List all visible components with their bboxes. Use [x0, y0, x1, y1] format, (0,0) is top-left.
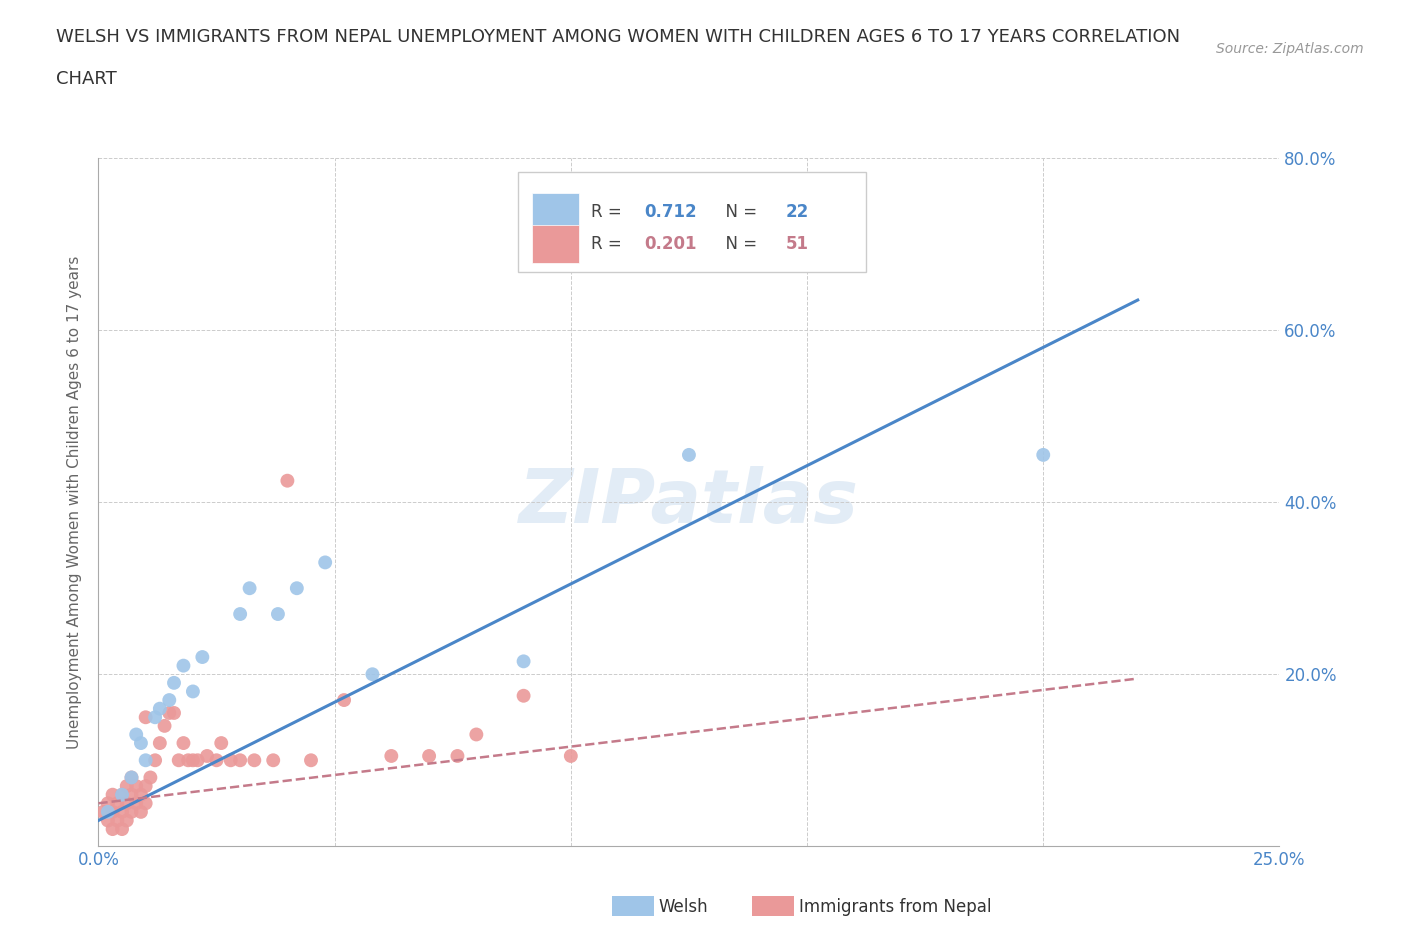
Text: 0.712: 0.712: [644, 203, 697, 220]
Point: [191, 650, 214, 665]
Point: [139, 770, 162, 785]
Point: [101, 787, 124, 802]
Point: [125, 796, 148, 811]
Point: [121, 770, 143, 785]
Point: [115, 796, 138, 811]
Point: [135, 753, 157, 768]
Point: [125, 778, 148, 793]
Point: [181, 684, 204, 699]
Y-axis label: Unemployment Among Women with Children Ages 6 to 17 years: Unemployment Among Women with Children A…: [67, 256, 83, 749]
Point: [157, 693, 180, 708]
Point: [172, 736, 194, 751]
Point: [149, 701, 172, 716]
Point: [153, 719, 176, 734]
Text: CHART: CHART: [56, 70, 117, 87]
Point: [143, 710, 166, 724]
Point: [129, 804, 152, 819]
Point: [115, 813, 138, 828]
Point: [143, 753, 166, 768]
Text: Immigrants from Nepal: Immigrants from Nepal: [799, 897, 991, 916]
Point: [97, 813, 120, 828]
Point: [678, 447, 700, 462]
Point: [97, 796, 120, 811]
Text: Welsh: Welsh: [658, 897, 707, 916]
Point: [177, 753, 200, 768]
Bar: [531, 225, 579, 262]
Text: 51: 51: [786, 234, 808, 253]
Point: [187, 753, 209, 768]
Text: N =: N =: [714, 203, 762, 220]
Point: [219, 753, 242, 768]
Text: ZIPatlas: ZIPatlas: [519, 466, 859, 538]
Point: [111, 804, 134, 819]
Point: [129, 787, 152, 802]
Bar: [531, 193, 579, 231]
Point: [512, 654, 534, 669]
Text: R =: R =: [591, 203, 627, 220]
Point: [135, 778, 157, 793]
Point: [195, 749, 218, 764]
Point: [163, 675, 186, 690]
Point: [205, 753, 228, 768]
Point: [115, 778, 138, 793]
Point: [105, 813, 128, 828]
Point: [172, 658, 194, 673]
Point: [125, 727, 148, 742]
Text: N =: N =: [714, 234, 762, 253]
Point: [267, 606, 290, 621]
Point: [209, 736, 232, 751]
Point: [239, 580, 262, 596]
Point: [285, 580, 308, 596]
Point: [163, 706, 186, 721]
Point: [181, 753, 204, 768]
Point: [91, 804, 114, 819]
Point: [135, 796, 157, 811]
Point: [1032, 447, 1054, 462]
Point: [243, 753, 266, 768]
Point: [465, 727, 488, 742]
Point: [229, 606, 252, 621]
Text: R =: R =: [591, 234, 627, 253]
Point: [167, 753, 190, 768]
Point: [560, 749, 582, 764]
Point: [101, 804, 124, 819]
Point: [101, 822, 124, 837]
Point: [157, 706, 180, 721]
Text: 22: 22: [786, 203, 808, 220]
Point: [446, 749, 468, 764]
Point: [418, 749, 440, 764]
Point: [105, 796, 128, 811]
Text: WELSH VS IMMIGRANTS FROM NEPAL UNEMPLOYMENT AMONG WOMEN WITH CHILDREN AGES 6 TO : WELSH VS IMMIGRANTS FROM NEPAL UNEMPLOYM…: [56, 28, 1181, 46]
Point: [512, 688, 534, 703]
Point: [121, 787, 143, 802]
Point: [111, 822, 134, 837]
Point: [380, 749, 402, 764]
Point: [299, 753, 322, 768]
Point: [135, 710, 157, 724]
Point: [229, 753, 252, 768]
Point: [121, 804, 143, 819]
Text: Source: ZipAtlas.com: Source: ZipAtlas.com: [1216, 42, 1364, 56]
Point: [262, 753, 284, 768]
Point: [111, 787, 134, 802]
Point: [121, 770, 143, 785]
Point: [129, 736, 152, 751]
Point: [314, 555, 336, 570]
Point: [111, 787, 134, 802]
FancyBboxPatch shape: [517, 172, 866, 272]
Point: [97, 804, 120, 819]
Text: 0.201: 0.201: [644, 234, 696, 253]
Point: [149, 736, 172, 751]
Point: [276, 473, 298, 488]
Point: [361, 667, 384, 682]
Point: [333, 693, 356, 708]
